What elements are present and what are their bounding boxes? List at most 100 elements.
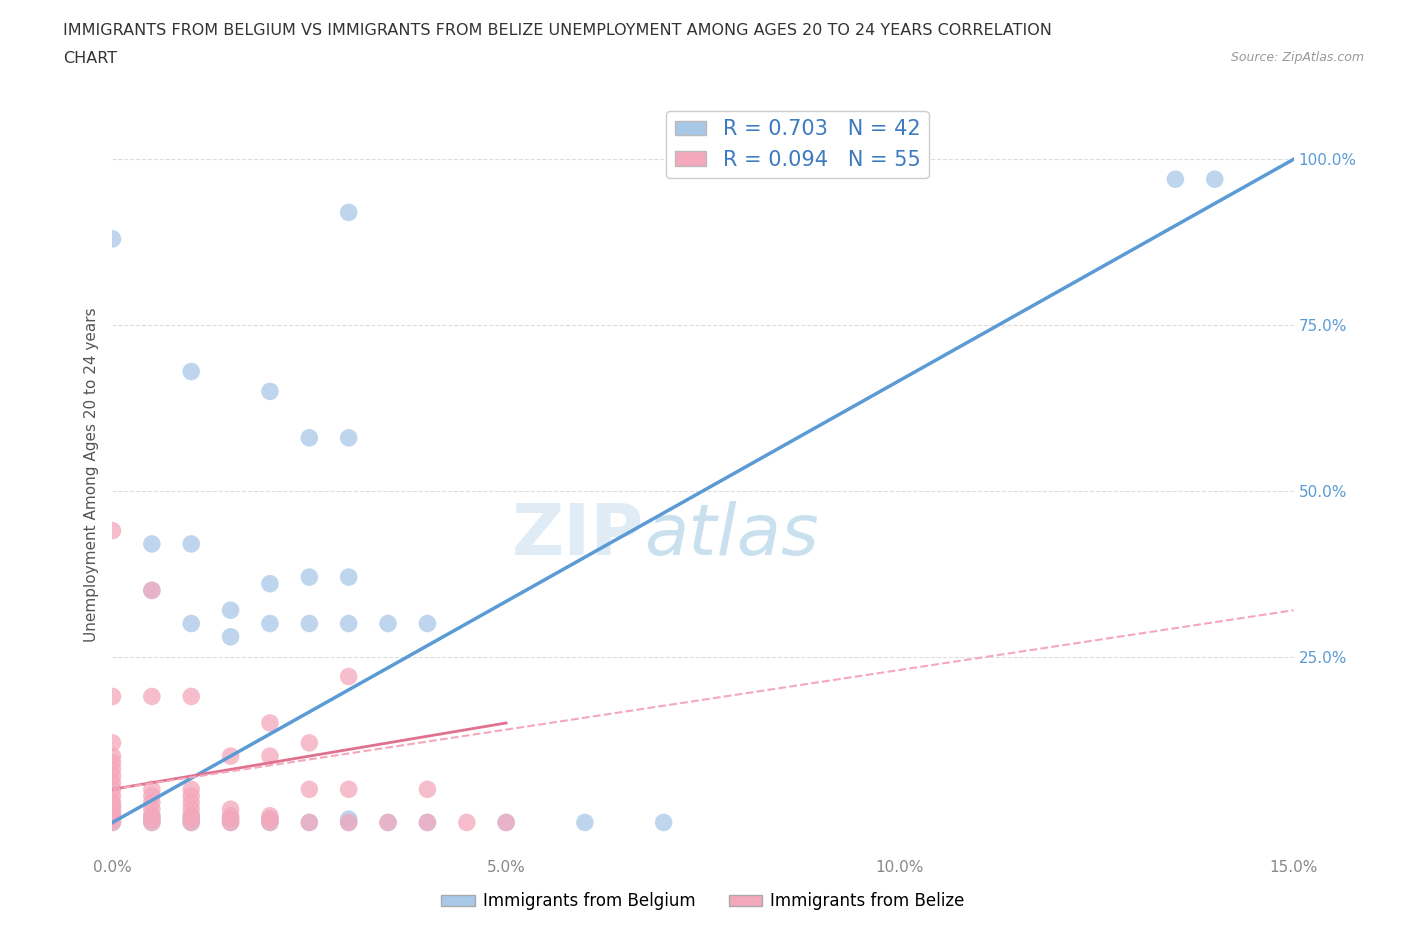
Point: [141, 537, 163, 551]
Point: [141, 583, 163, 598]
Point: [298, 570, 321, 585]
Point: [298, 815, 321, 830]
Point: [141, 795, 163, 810]
Point: [259, 749, 281, 764]
Point: [141, 789, 163, 804]
Point: [337, 616, 360, 631]
Legend: Immigrants from Belgium, Immigrants from Belize: Immigrants from Belgium, Immigrants from…: [434, 885, 972, 917]
Point: [298, 815, 321, 830]
Point: [101, 802, 124, 817]
Point: [337, 815, 360, 830]
Point: [180, 689, 202, 704]
Point: [101, 805, 124, 820]
Point: [298, 616, 321, 631]
Point: [101, 808, 124, 823]
Point: [101, 789, 124, 804]
Point: [101, 782, 124, 797]
Point: [259, 815, 281, 830]
Point: [141, 815, 163, 830]
Point: [141, 782, 163, 797]
Point: [141, 815, 163, 830]
Point: [337, 812, 360, 827]
Point: [180, 537, 202, 551]
Point: [259, 812, 281, 827]
Point: [101, 812, 124, 827]
Point: [259, 715, 281, 730]
Text: IMMIGRANTS FROM BELGIUM VS IMMIGRANTS FROM BELIZE UNEMPLOYMENT AMONG AGES 20 TO : IMMIGRANTS FROM BELGIUM VS IMMIGRANTS FR…: [63, 23, 1052, 38]
Point: [1204, 172, 1226, 187]
Legend: R = 0.703   N = 42, R = 0.094   N = 55: R = 0.703 N = 42, R = 0.094 N = 55: [666, 111, 928, 179]
Point: [180, 815, 202, 830]
Point: [180, 808, 202, 823]
Point: [219, 749, 242, 764]
Point: [141, 689, 163, 704]
Point: [298, 782, 321, 797]
Text: ZIP: ZIP: [512, 501, 644, 570]
Point: [337, 669, 360, 684]
Point: [219, 812, 242, 827]
Point: [219, 603, 242, 618]
Point: [259, 577, 281, 591]
Point: [101, 736, 124, 751]
Point: [141, 808, 163, 823]
Point: [180, 815, 202, 830]
Point: [219, 630, 242, 644]
Point: [180, 782, 202, 797]
Y-axis label: Unemployment Among Ages 20 to 24 years: Unemployment Among Ages 20 to 24 years: [83, 307, 98, 642]
Point: [219, 802, 242, 817]
Point: [416, 782, 439, 797]
Point: [456, 815, 478, 830]
Point: [416, 815, 439, 830]
Point: [219, 808, 242, 823]
Text: atlas: atlas: [644, 501, 818, 570]
Point: [219, 812, 242, 827]
Point: [219, 815, 242, 830]
Point: [101, 232, 124, 246]
Point: [377, 616, 399, 631]
Point: [337, 815, 360, 830]
Point: [652, 815, 675, 830]
Point: [377, 815, 399, 830]
Point: [495, 815, 517, 830]
Point: [219, 815, 242, 830]
Point: [180, 789, 202, 804]
Point: [101, 799, 124, 814]
Point: [298, 431, 321, 445]
Point: [298, 736, 321, 751]
Point: [101, 815, 124, 830]
Point: [337, 431, 360, 445]
Point: [337, 570, 360, 585]
Point: [101, 689, 124, 704]
Point: [180, 364, 202, 379]
Point: [337, 205, 360, 219]
Point: [495, 815, 517, 830]
Text: CHART: CHART: [63, 51, 117, 66]
Point: [101, 768, 124, 783]
Point: [101, 762, 124, 777]
Point: [259, 808, 281, 823]
Point: [101, 749, 124, 764]
Point: [101, 795, 124, 810]
Point: [259, 616, 281, 631]
Point: [141, 812, 163, 827]
Point: [377, 815, 399, 830]
Point: [416, 815, 439, 830]
Point: [101, 776, 124, 790]
Point: [574, 815, 596, 830]
Point: [141, 583, 163, 598]
Point: [101, 815, 124, 830]
Point: [337, 782, 360, 797]
Point: [180, 795, 202, 810]
Point: [180, 808, 202, 823]
Text: Source: ZipAtlas.com: Source: ZipAtlas.com: [1230, 51, 1364, 64]
Point: [101, 808, 124, 823]
Point: [180, 616, 202, 631]
Point: [259, 384, 281, 399]
Point: [141, 802, 163, 817]
Point: [1164, 172, 1187, 187]
Point: [141, 812, 163, 827]
Point: [416, 616, 439, 631]
Point: [259, 815, 281, 830]
Point: [101, 755, 124, 770]
Point: [141, 808, 163, 823]
